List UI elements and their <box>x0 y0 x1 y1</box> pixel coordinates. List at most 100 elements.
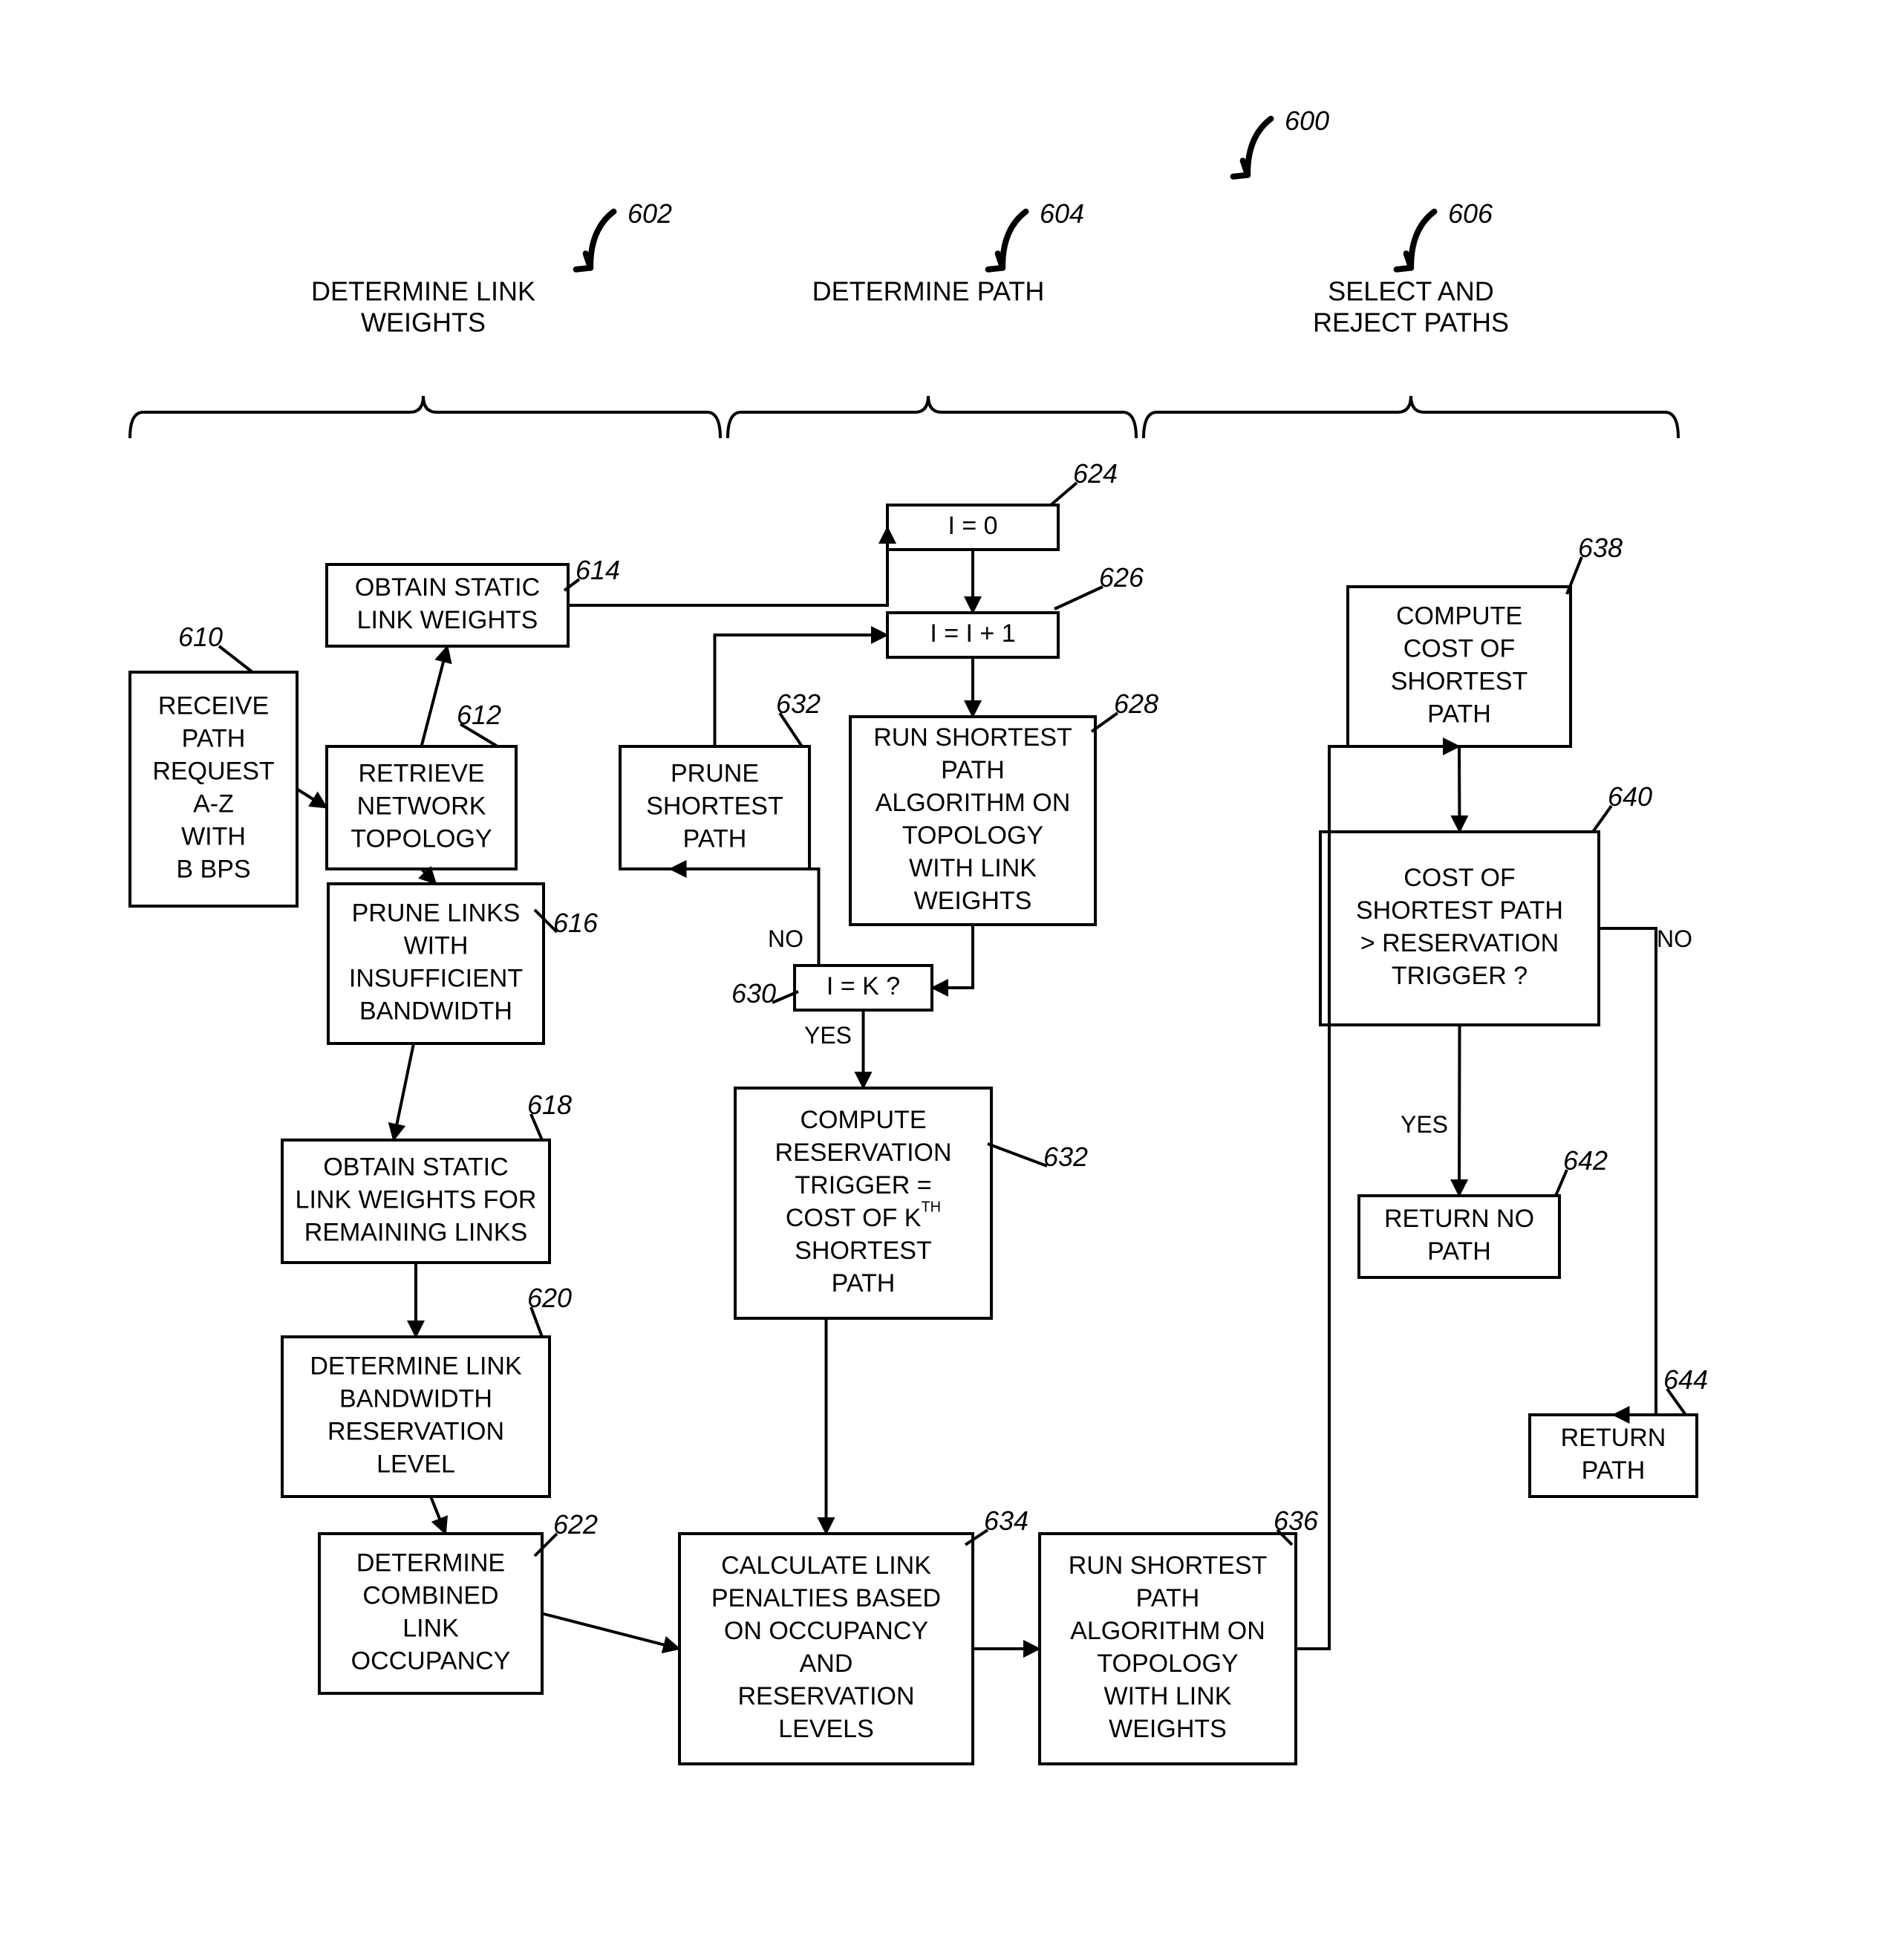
svg-text:ALGORITHM ON: ALGORITHM ON <box>876 789 1071 817</box>
svg-text:RETURN NO: RETURN NO <box>1384 1205 1534 1233</box>
reference-number: 616 <box>553 908 599 938</box>
svg-text:LINK WEIGHTS: LINK WEIGHTS <box>357 606 538 634</box>
flowchart-edge <box>422 869 437 884</box>
reference-leader <box>219 646 252 672</box>
svg-text:PRUNE LINKS: PRUNE LINKS <box>352 899 521 927</box>
svg-text:INSUFFICIENT: INSUFFICIENT <box>349 964 523 992</box>
reference-leader <box>1593 806 1611 832</box>
svg-text:RESERVATION: RESERVATION <box>327 1417 504 1445</box>
flowchart-edge <box>542 1614 679 1650</box>
flowchart-edge <box>1459 746 1460 832</box>
svg-text:I = 0: I = 0 <box>948 512 997 540</box>
svg-text:A-Z: A-Z <box>193 789 234 818</box>
flowchart-node: RUN SHORTEST PATH ALGORITHM ON TOPOLOGY WITH… <box>850 717 1095 925</box>
svg-text:PRUNE: PRUNE <box>671 759 759 787</box>
flowchart-edge <box>431 1497 446 1534</box>
svg-text:COMBINED: COMBINED <box>362 1581 498 1609</box>
svg-text:PATH: PATH <box>1582 1456 1646 1485</box>
svg-text:COMPUTE: COMPUTE <box>801 1106 927 1134</box>
svg-text:COMPUTE: COMPUTE <box>1396 602 1522 630</box>
svg-text:PATH: PATH <box>683 824 747 853</box>
reference-number: 622 <box>553 1509 598 1540</box>
reference-number: 638 <box>1578 533 1623 563</box>
svg-text:RETURN: RETURN <box>1561 1424 1666 1452</box>
svg-text:RETRIEVE: RETRIEVE <box>358 759 484 787</box>
reference-number: 618 <box>527 1090 572 1120</box>
flowchart-node: DETERMINE LINK BANDWIDTH RESERVATION LEVEL <box>282 1337 550 1497</box>
reference-leader <box>988 1144 1047 1166</box>
svg-text:TOPOLOGY: TOPOLOGY <box>351 824 492 853</box>
svg-text:RUN SHORTEST: RUN SHORTEST <box>873 723 1072 752</box>
flowchart-edge <box>422 646 448 746</box>
reference-number: 632 <box>1043 1142 1088 1172</box>
svg-text:DETERMINE: DETERMINE <box>356 1549 505 1577</box>
svg-text:SHORTEST PATH: SHORTEST PATH <box>1356 896 1563 925</box>
svg-text:PATH: PATH <box>832 1269 896 1297</box>
reference-number: 642 <box>1563 1145 1608 1176</box>
reference-number: 626 <box>1099 562 1144 593</box>
svg-text:RECEIVE: RECEIVE <box>158 691 269 720</box>
flowchart-node: PRUNE LINKS WITH INSUFFICIENT BANDWIDTH <box>328 884 544 1043</box>
flowchart-node: OBTAIN STATICLINK WEIGHTS <box>327 564 568 646</box>
flowchart-node: RUN SHORTESTPATHALGORITHM ONTOPOLOGYWITH… <box>1040 1534 1296 1764</box>
svg-text:BANDWIDTH: BANDWIDTH <box>339 1384 492 1413</box>
edge-label: YES <box>804 1022 852 1049</box>
svg-text:LEVELS: LEVELS <box>778 1715 874 1743</box>
edge-label: NO <box>1657 925 1692 952</box>
section-header: WEIGHTS <box>361 307 486 338</box>
svg-text:AND: AND <box>800 1650 853 1678</box>
reference-leader <box>1567 557 1582 594</box>
svg-text:> RESERVATION: > RESERVATION <box>1360 929 1559 957</box>
reference-number: 604 <box>1040 198 1084 229</box>
svg-text:DETERMINE LINK: DETERMINE LINK <box>310 1352 522 1380</box>
reference-number: 632 <box>776 688 821 719</box>
section-header: SELECT AND <box>1328 276 1493 307</box>
svg-text:REQUEST: REQUEST <box>152 757 274 785</box>
flowchart-node: I = K ? <box>795 966 932 1010</box>
svg-text:TRIGGER =: TRIGGER = <box>795 1171 931 1199</box>
reference-number: 640 <box>1608 781 1652 812</box>
section-header: DETERMINE PATH <box>812 276 1045 307</box>
svg-text:COST OF: COST OF <box>1403 634 1516 662</box>
svg-text:RESERVATION: RESERVATION <box>737 1682 914 1710</box>
reference-number: 614 <box>576 555 620 585</box>
svg-text:LINK WEIGHTS FOR: LINK WEIGHTS FOR <box>296 1185 537 1214</box>
svg-text:RESERVATION: RESERVATION <box>775 1139 951 1167</box>
flowchart-node: RETURN NO PATH <box>1359 1196 1559 1277</box>
flowchart-node: DETERMINECOMBINEDLINKOCCUPANCY <box>319 1534 542 1693</box>
reference-number: 620 <box>527 1283 572 1313</box>
flowchart-node: RECEIVE PATH REQUEST A-Z WITH B BPS <box>130 672 297 906</box>
svg-text:COST OF: COST OF <box>1403 864 1516 892</box>
reference-leader <box>1556 1170 1567 1196</box>
svg-text:WEIGHTS: WEIGHTS <box>914 887 1032 915</box>
svg-text:PATH: PATH <box>1427 1237 1491 1266</box>
flowchart-node: I = 0 <box>887 505 1058 550</box>
reference-leader <box>1054 587 1103 609</box>
svg-text:BANDWIDTH: BANDWIDTH <box>359 997 512 1025</box>
reference-number: 606 <box>1448 198 1493 229</box>
svg-text:SHORTEST: SHORTEST <box>646 792 783 820</box>
svg-text:PATH: PATH <box>182 724 246 752</box>
flowchart-edge <box>297 789 327 808</box>
reference-number: 644 <box>1663 1364 1708 1395</box>
svg-text:WITH: WITH <box>404 931 469 960</box>
svg-text:LEVEL: LEVEL <box>376 1450 455 1478</box>
svg-text:PATH: PATH <box>1136 1584 1200 1612</box>
svg-text:TOPOLOGY: TOPOLOGY <box>1097 1650 1238 1678</box>
svg-text:PATH: PATH <box>941 756 1005 784</box>
svg-text:WITH LINK: WITH LINK <box>909 854 1037 882</box>
flowchart-node: RETURN PATH <box>1530 1415 1697 1497</box>
svg-text:B BPS: B BPS <box>176 855 250 883</box>
svg-text:WITH: WITH <box>181 822 246 850</box>
svg-text:I = I + 1: I = I + 1 <box>930 619 1015 648</box>
edge-label: YES <box>1401 1111 1448 1138</box>
flowchart-edge <box>1459 1025 1460 1196</box>
svg-text:SHORTEST: SHORTEST <box>795 1237 932 1265</box>
flowchart-node: PRUNE SHORTEST PATH <box>620 746 809 869</box>
svg-text:I = K ?: I = K ? <box>827 972 900 1000</box>
svg-text:OBTAIN STATIC: OBTAIN STATIC <box>323 1153 508 1181</box>
svg-text:RUN SHORTEST: RUN SHORTEST <box>1069 1551 1268 1580</box>
svg-text:TOPOLOGY: TOPOLOGY <box>902 821 1043 850</box>
reference-leader <box>1051 483 1077 505</box>
flowchart-edge <box>394 1043 414 1140</box>
